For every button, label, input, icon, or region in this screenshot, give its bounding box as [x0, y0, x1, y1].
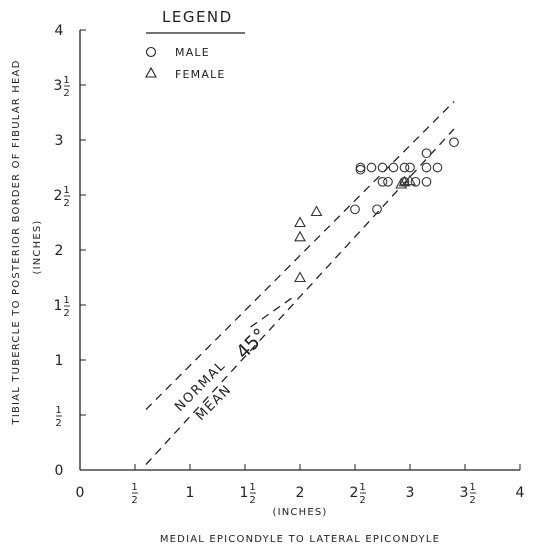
reference-line-2: [145, 128, 455, 465]
x-tick-label: 2: [296, 485, 305, 501]
legend-circle-marker: [145, 46, 157, 58]
x-tick-label: 4: [516, 485, 525, 501]
male-point: [355, 162, 366, 173]
y-tick-label-whole: 1: [54, 298, 63, 314]
x-tick-label: 2 12: [350, 482, 366, 506]
male-point: [421, 148, 432, 159]
y-tick-label-text: 2: [55, 243, 64, 259]
y-tick-label-num: 1: [63, 185, 70, 196]
male-point: [405, 162, 415, 173]
y-tick-label-den: 2: [63, 308, 70, 319]
male-point: [383, 176, 393, 187]
y-tick-label: 1 12: [54, 295, 70, 319]
x-tick-label-whole: 1: [240, 485, 249, 501]
male-point: [421, 162, 432, 173]
y-tick-label-num: 1: [63, 295, 70, 306]
x-axis-unit: (INCHES): [272, 507, 327, 518]
y-tick-label-den: 2: [63, 88, 70, 99]
y-tick-label: 2 12: [54, 185, 70, 209]
male-point: [350, 204, 360, 215]
legend-label-female: FEMALE: [175, 68, 226, 81]
y-tick-label-num: 1: [55, 405, 62, 416]
annotation-angle: 45°: [232, 324, 271, 363]
x-tick-label-text: 1: [186, 485, 195, 501]
x-tick-label-whole: 2: [350, 485, 359, 501]
reference-line-1: [145, 101, 455, 410]
x-tick-label-den: 2: [249, 495, 256, 506]
y-tick-label-text: 0: [55, 463, 64, 479]
y-axis-label: TIBIAL TUBERCLE TO POSTERIOR BORDER OF F…: [11, 60, 22, 426]
x-tick-label-text: 0: [76, 485, 85, 501]
legend-triangle-marker: [145, 66, 157, 78]
x-tick-label-text: 2: [296, 485, 305, 501]
y-tick-label-num: 1: [63, 75, 70, 86]
male-point: [410, 176, 421, 187]
y-tick-label-whole: 3: [54, 78, 63, 94]
axes: [79, 30, 520, 471]
male-point: [377, 176, 388, 187]
female-point: [310, 205, 323, 217]
legend-title: LEGEND: [162, 8, 233, 26]
y-tick-label: 3: [55, 133, 64, 149]
y-tick-label: 0: [55, 463, 64, 479]
x-tick-label: 1: [186, 485, 195, 501]
mean-line: [250, 295, 295, 328]
male-point: [399, 162, 410, 173]
y-tick-label: 12: [55, 405, 62, 429]
female-point: [395, 177, 408, 189]
y-tick-label: 4: [55, 23, 64, 39]
x-tick-label-whole: 3: [460, 485, 469, 501]
x-tick-label: 1 12: [240, 482, 256, 506]
y-tick-label: 3 1 2: [54, 75, 70, 99]
x-tick-label-num: 1: [131, 482, 138, 493]
male-point: [432, 162, 443, 173]
x-tick-label-num: 1: [469, 482, 476, 493]
y-tick-label-text: 4: [55, 23, 64, 39]
male-point: [388, 162, 399, 173]
x-tick-labels: 0 12 1 1 12 2 2 12 3 3 12 4: [76, 482, 525, 506]
x-tick-label-text: 3: [406, 485, 415, 501]
male-point: [449, 137, 459, 148]
x-tick-label: 3 1 2: [460, 482, 476, 506]
male-point: [366, 162, 377, 173]
x-tick-label: 0: [76, 485, 85, 501]
reference-lines: [145, 101, 455, 465]
legend-label-male: MALE: [175, 46, 210, 59]
female-point: [294, 230, 306, 242]
x-tick-label-den: 2: [359, 495, 366, 506]
y-tick-label-den: 2: [63, 198, 70, 209]
y-tick-label-text: 3: [55, 133, 64, 149]
x-tick-label-num: 1: [359, 482, 366, 493]
male-point: [377, 162, 388, 173]
x-tick-label-den: 2: [469, 495, 476, 506]
male-point: [421, 176, 432, 187]
x-tick-label-num: 1: [249, 482, 256, 493]
x-tick-label: 12: [131, 482, 138, 506]
data-points: [294, 137, 459, 283]
x-tick-label-text: 4: [516, 485, 525, 501]
female-point: [294, 216, 306, 228]
female-point: [404, 174, 416, 186]
y-tick-label-den: 2: [55, 418, 62, 429]
y-tick-label-text: 1: [55, 353, 64, 369]
y-tick-label: 1: [55, 353, 64, 369]
x-axis-label: MEDIAL EPICONDYLE TO LATERAL EPICONDYLE: [160, 534, 440, 545]
male-point: [355, 164, 366, 175]
x-tick-label: 3: [406, 485, 415, 501]
tick-marks: [80, 29, 521, 470]
y-tick-label-whole: 2: [54, 188, 63, 204]
y-tick-label: 2: [55, 243, 64, 259]
male-point: [372, 204, 382, 215]
legend: LEGEND MALE FEMALE: [145, 8, 245, 81]
x-tick-label-den: 2: [131, 495, 138, 506]
female-point: [294, 271, 306, 283]
y-axis-unit: (INCHES): [32, 219, 43, 274]
